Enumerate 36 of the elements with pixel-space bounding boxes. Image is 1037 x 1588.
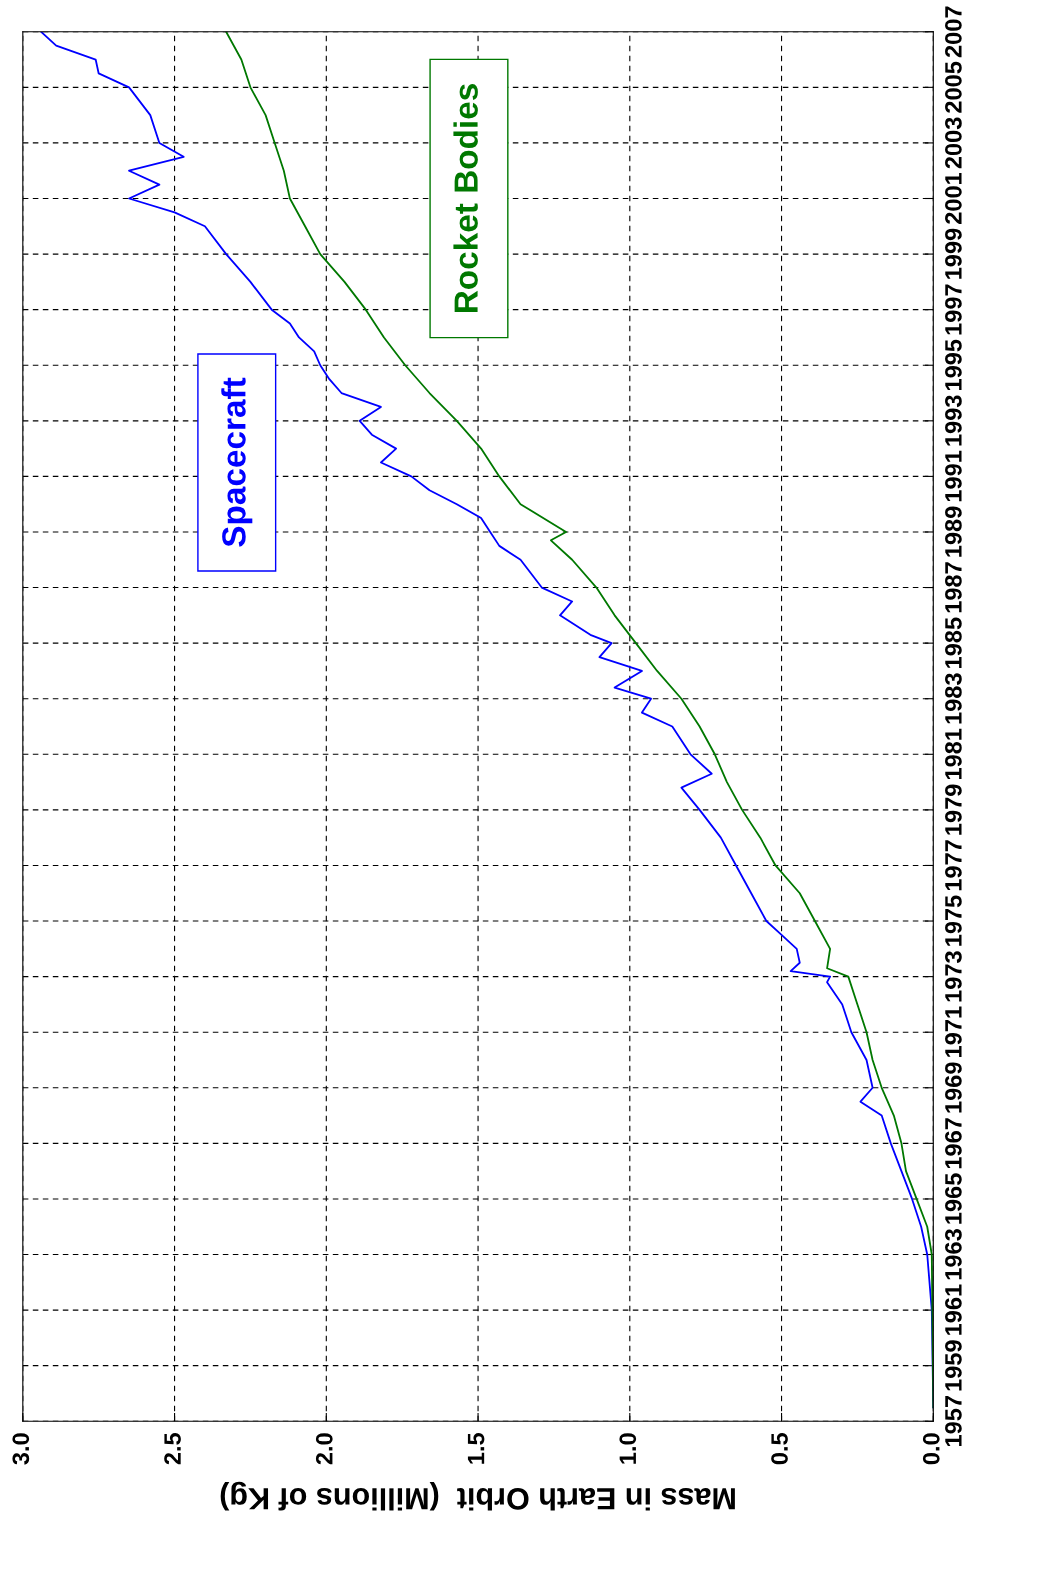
y-tick-label: 2005	[945, 61, 962, 113]
x-tick-label: 0.0	[922, 1433, 940, 1465]
x-tick-label: 3.0	[12, 1433, 30, 1465]
x-tick-label: 2.5	[164, 1433, 181, 1465]
text: Spacecraft	[221, 377, 253, 547]
x-tick-label: 1.5	[467, 1433, 485, 1464]
x-tick-label: 2.0	[315, 1433, 333, 1465]
y-tick-label: 1983	[945, 673, 962, 724]
y-tick-label: 1993	[945, 395, 962, 446]
y-tick-label: 1991	[945, 450, 962, 502]
y-tick-label: 1957	[945, 1396, 962, 1447]
y-tick-label: 1995	[945, 339, 962, 391]
y-tick-label: 1969	[945, 1062, 962, 1113]
y-tick-label: 2003	[945, 117, 962, 169]
y-tick-label: 1973	[945, 951, 962, 1002]
y-tick-label: 1989	[945, 506, 962, 557]
y-tick-label: 1987	[945, 562, 962, 613]
y-tick-label: 1965	[945, 1173, 962, 1224]
y-tick-label: 1999	[945, 228, 962, 279]
x-axis-title: Mass in Earth Orbit (Millions of Kg)	[220, 1481, 735, 1511]
y-tick-label: 1961	[945, 1284, 962, 1335]
x-tick-label: 1.0	[619, 1433, 637, 1464]
y-tick-label: 1963	[945, 1229, 962, 1280]
y-tick-label: 1971	[945, 1006, 962, 1057]
y-tick-label: 1967	[945, 1118, 962, 1169]
y-tick-label: 1977	[945, 840, 962, 891]
y-tick-label: 1985	[945, 617, 962, 668]
x-tick-label: 0.5	[771, 1433, 788, 1465]
y-tick-label: 1975	[945, 895, 962, 946]
text: Rocket Bodies	[453, 84, 478, 313]
y-tick-label: 2007	[945, 6, 962, 58]
y-tick-label: 1997	[945, 284, 962, 335]
y-tick-label: 1979	[945, 784, 962, 835]
y-tick-label: 1959	[945, 1340, 962, 1391]
y-tick-label: 2001	[945, 172, 962, 224]
y-tick-label: 1981	[945, 728, 962, 780]
